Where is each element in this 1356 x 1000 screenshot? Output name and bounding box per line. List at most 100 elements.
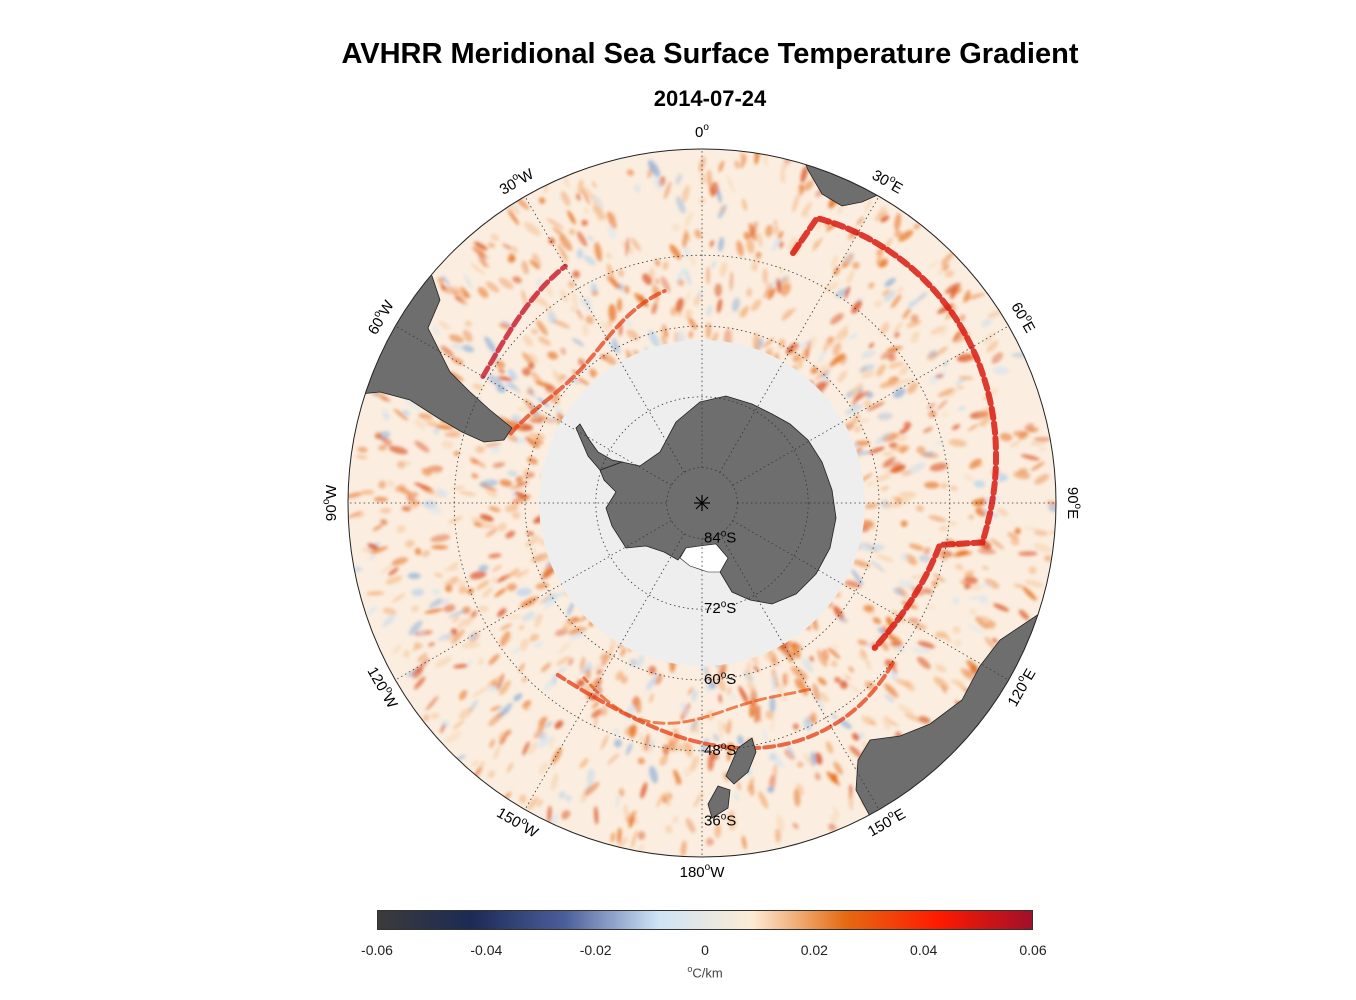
- gradient-speckle: [1018, 551, 1038, 557]
- gradient-speckle: [401, 506, 412, 512]
- gradient-speckle: [907, 298, 920, 308]
- gradient-speckle: [831, 255, 839, 268]
- gradient-speckle: [580, 656, 586, 673]
- gradient-speckle: [674, 779, 681, 786]
- gradient-speckle: [503, 634, 512, 644]
- gradient-speckle: [743, 231, 751, 241]
- gradient-speckle: [882, 452, 894, 456]
- gradient-speckle: [963, 474, 975, 482]
- gradient-speckle: [538, 716, 548, 726]
- gradient-speckle: [928, 410, 937, 418]
- meridian-line: [732, 520, 1009, 681]
- gradient-speckle: [625, 743, 633, 756]
- gradient-speckle: [894, 692, 900, 700]
- gradient-speckle: [647, 159, 661, 177]
- gradient-speckle: [705, 837, 714, 846]
- gradient-speckle: [660, 333, 668, 347]
- gradient-speckle: [957, 406, 966, 411]
- gradient-speckle: [918, 554, 931, 563]
- gradient-speckle: [485, 488, 498, 498]
- gradient-speckle: [425, 695, 439, 711]
- gradient-speckle: [907, 462, 926, 474]
- gradient-speckle: [488, 653, 500, 666]
- latitude-circle: [524, 325, 880, 681]
- gradient-speckle: [525, 535, 541, 547]
- gradient-speckle: [522, 741, 530, 756]
- gradient-speckle: [473, 241, 488, 251]
- gradient-speckle: [884, 694, 895, 703]
- gradient-speckle: [979, 416, 990, 427]
- gradient-speckle: [737, 781, 741, 791]
- gradient-speckle: [1024, 423, 1035, 431]
- gradient-speckle: [984, 636, 997, 650]
- longitude-label-hemisphere: W: [516, 165, 537, 187]
- gradient-speckle: [372, 524, 384, 532]
- chart-subtitle: 2014-07-24: [653, 86, 767, 111]
- longitude-label-degree: o: [1015, 673, 1028, 684]
- gradient-speckle: [880, 215, 890, 223]
- gradient-speckle: [591, 701, 600, 709]
- gradient-speckle: [837, 370, 848, 383]
- gradient-speckle: [984, 578, 1000, 589]
- gradient-speckle: [1018, 431, 1029, 440]
- gradient-speckle: [992, 637, 998, 644]
- gradient-speckle: [986, 340, 999, 353]
- gradient-speckle: [484, 336, 497, 354]
- latitude-label-hemisphere: S: [726, 529, 736, 546]
- gradient-speckle: [894, 213, 902, 231]
- gradient-speckle: [675, 173, 682, 185]
- gradient-speckle: [830, 313, 844, 325]
- gradient-speckle: [753, 665, 760, 672]
- gradient-speckle: [1033, 437, 1051, 442]
- gradient-speckle: [928, 260, 940, 269]
- gradient-speckle: [471, 246, 486, 256]
- gradient-speckle: [497, 608, 507, 617]
- gradient-speckle: [585, 315, 594, 325]
- front-band: [790, 214, 999, 651]
- gradient-speckle: [672, 816, 679, 824]
- gradient-speckle: [462, 329, 473, 343]
- gradient-speckle: [911, 647, 931, 654]
- gradient-speckle: [693, 791, 704, 808]
- gradient-speckle: [684, 269, 692, 286]
- gradient-speckle: [839, 680, 848, 689]
- gradient-speckle: [708, 676, 715, 683]
- gradient-speckle: [755, 251, 762, 258]
- gradient-speckle: [443, 566, 460, 572]
- gradient-speckle: [541, 593, 558, 604]
- meridian-line: [395, 520, 672, 681]
- gradient-speckle: [832, 805, 840, 818]
- gradient-speckle: [653, 174, 663, 190]
- gradient-speckle: [559, 235, 573, 251]
- gradient-speckle: [937, 399, 948, 411]
- gradient-speckle: [891, 496, 901, 502]
- gradient-speckle: [911, 331, 920, 344]
- gradient-speckle: [640, 782, 648, 799]
- gradient-speckle: [802, 658, 814, 673]
- longitude-label: 90oW: [321, 484, 340, 521]
- gradient-speckle: [906, 320, 922, 328]
- gradient-speckle: [951, 597, 960, 605]
- antarctic-peninsula: [575, 423, 624, 471]
- gradient-speckle: [754, 706, 762, 723]
- gradient-speckle: [559, 374, 566, 381]
- gradient-speckle: [485, 528, 498, 537]
- gradient-speckle: [960, 668, 975, 681]
- gradient-speckle: [416, 657, 430, 674]
- gradient-speckle: [501, 321, 515, 329]
- gradient-speckle: [916, 505, 924, 512]
- gradient-speckle: [548, 237, 556, 245]
- gradient-speckle: [756, 232, 763, 248]
- gradient-speckle: [706, 266, 710, 285]
- gradient-speckle: [348, 511, 362, 519]
- gradient-speckle: [554, 720, 564, 730]
- gradient-speckle: [414, 482, 432, 491]
- gradient-speckle: [452, 719, 465, 730]
- gradient-speckle: [451, 629, 465, 645]
- gradient-speckle: [930, 325, 946, 335]
- gradient-speckle: [792, 822, 799, 829]
- gradient-speckle: [472, 700, 479, 706]
- gradient-speckle: [844, 285, 851, 299]
- gradient-speckle: [953, 550, 968, 557]
- gradient-speckle: [434, 656, 452, 668]
